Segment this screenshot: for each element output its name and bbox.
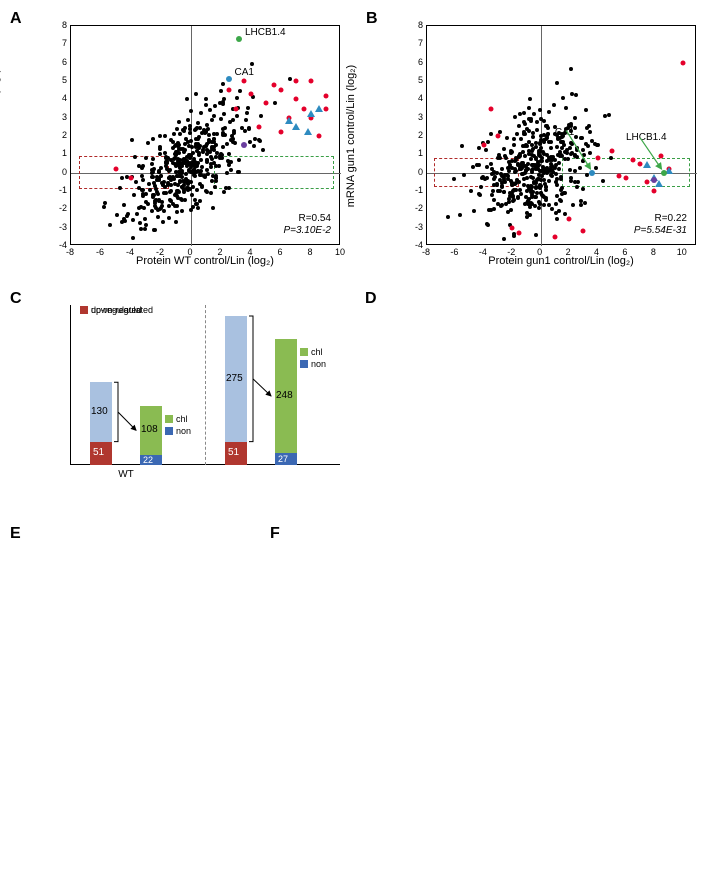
ylabel-b: mRNA gun1 control/Lin (log₂): [345, 65, 357, 207]
panel-f-label: F: [270, 525, 280, 543]
panel-c-label: C: [10, 290, 22, 308]
venn-diagram: [25, 535, 265, 705]
scatter-a: LHCB1.4CA1R=0.54P=3.10E-2 Protein WT con…: [25, 15, 355, 275]
panel-d: D: [365, 290, 715, 510]
pie-wrap: [365, 300, 715, 510]
panel-b-label: B: [366, 10, 378, 28]
panel-a: A LHCB1.4CA1R=0.54P=3.10E-2 Protein WT c…: [10, 10, 356, 275]
scatter-a-plot: LHCB1.4CA1R=0.54P=3.10E-2: [70, 25, 340, 245]
ylabel-a: mRNA WT control/Lin (log₂): [0, 69, 1, 204]
panel-a-label: A: [10, 10, 22, 28]
panel-e: E: [10, 525, 260, 705]
pie-chart: [395, 310, 565, 480]
panel-b: B CA1LHCB1.4R=0.22P=5.54E-31 Protein gun…: [366, 10, 712, 275]
panel-c: C down-regulatedup-regulated5113022108ch…: [10, 290, 355, 510]
barchart-c: down-regulatedup-regulated5113022108chln…: [25, 300, 355, 500]
scatter-b: CA1LHCB1.4R=0.22P=5.54E-31 Protein gun1 …: [381, 15, 711, 275]
panel-e-label: E: [10, 525, 21, 543]
bar-area: down-regulatedup-regulated5113022108chln…: [70, 305, 340, 465]
panel-f: F: [270, 525, 712, 705]
scatter-b-plot: CA1LHCB1.4R=0.22P=5.54E-31: [426, 25, 696, 245]
